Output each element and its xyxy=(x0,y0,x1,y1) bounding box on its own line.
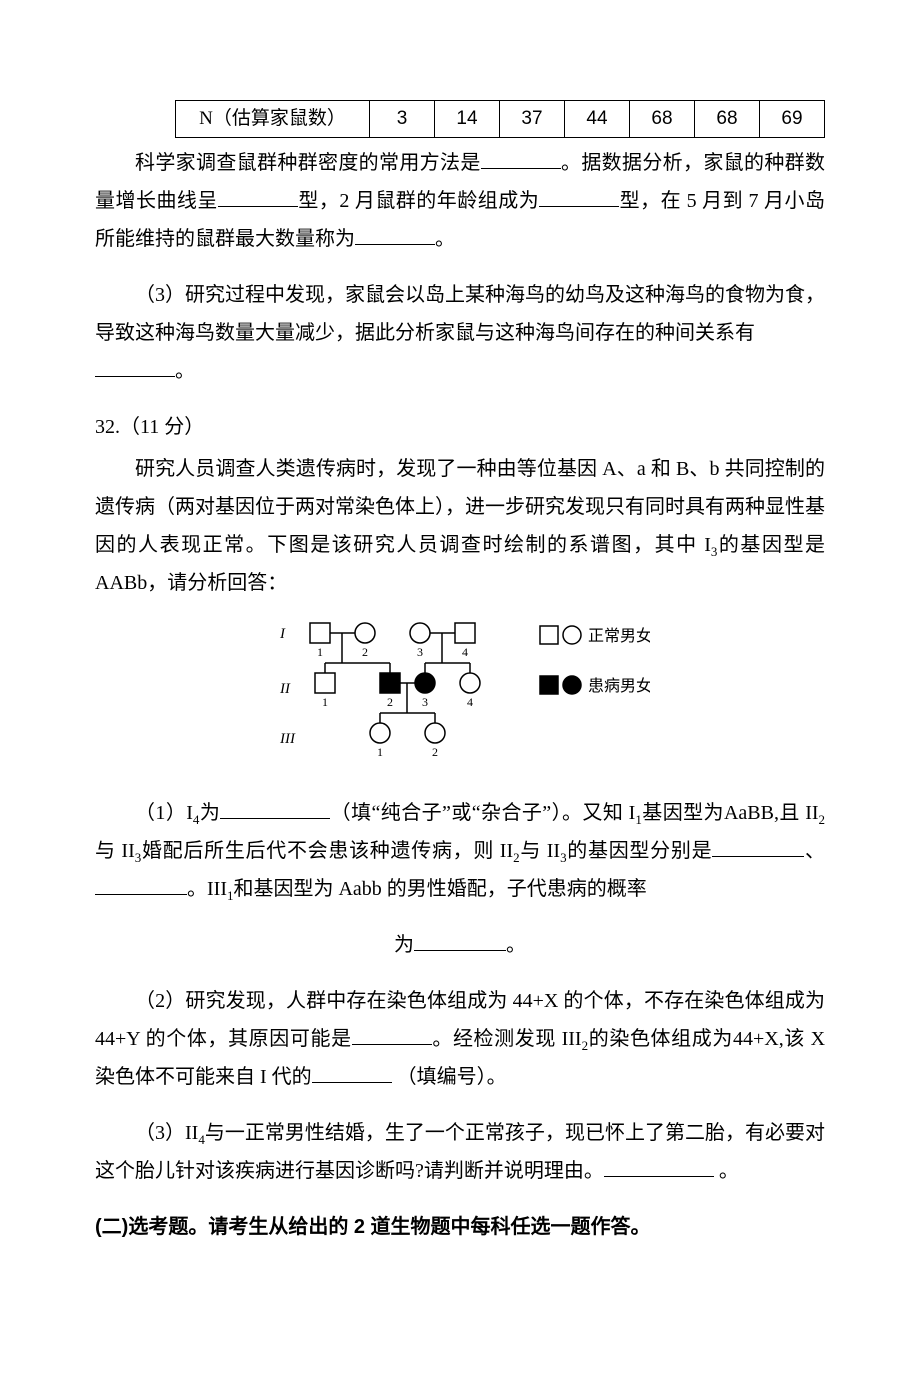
table-cell: 37 xyxy=(500,101,565,138)
blank xyxy=(539,188,619,207)
section-2-heading: (二)选考题。请考生从给出的 2 道生物题中每科任选一题作答。 xyxy=(95,1208,825,1246)
data-table: N（估算家鼠数） 3 14 37 44 68 68 69 xyxy=(175,100,825,138)
text: （3）II xyxy=(135,1122,198,1144)
subscript: 2 xyxy=(819,812,826,827)
blank xyxy=(414,932,506,951)
q32-q2: （2）研究发现，人群中存在染色体组成为 44+X 的个体，不存在染色体组成为 4… xyxy=(95,982,825,1096)
q31-para-2: 科学家调查鼠群种群密度的常用方法是。据数据分析，家鼠的种群数量增长曲线呈型，2 … xyxy=(95,144,825,258)
svg-text:4: 4 xyxy=(467,695,473,709)
text: 。III xyxy=(187,878,227,900)
text: （1）I xyxy=(135,802,193,824)
q32-intro: 研究人员调查人类遗传病时，发现了一种由等位基因 A、a 和 B、b 共同控制的遗… xyxy=(95,450,825,602)
q32-q1-center: 为。 xyxy=(95,926,825,964)
svg-text:2: 2 xyxy=(362,645,368,659)
text: 。 xyxy=(175,360,195,382)
pedigree-diagram: I II III 1 2 3 4 xyxy=(95,608,825,782)
text: 。经检测发现 III xyxy=(432,1028,582,1050)
text: 与一正常男性结婚，生了一个正常孩子，现已怀上了第二胎，有必要对这个胎儿针对该疾病… xyxy=(95,1122,825,1182)
gen-label-3: III xyxy=(279,731,296,747)
text: 与 II xyxy=(95,840,135,862)
text: （3）研究过程中发现，家鼠会以岛上某种海鸟的幼鸟及这种海鸟的食物为食，导致这种海… xyxy=(95,284,825,344)
legend-affected: 患病男女 xyxy=(588,676,650,695)
text: 、 xyxy=(804,840,825,862)
text: 和基因型为 Aabb 的男性婚配，子代患病的概率 xyxy=(233,878,646,900)
q32-q3: （3）II4与一正常男性结婚，生了一个正常孩子，现已怀上了第二胎，有必要对这个胎… xyxy=(95,1114,825,1190)
text: 。 xyxy=(719,1160,739,1182)
blank xyxy=(712,838,804,857)
svg-text:2: 2 xyxy=(432,745,438,759)
svg-text:4: 4 xyxy=(462,645,468,659)
svg-text:1: 1 xyxy=(322,695,328,709)
table-cell: 3 xyxy=(370,101,435,138)
svg-text:3: 3 xyxy=(417,645,423,659)
svg-text:1: 1 xyxy=(377,745,383,759)
text: 基因型为AaBB,且 II xyxy=(642,802,819,824)
svg-text:1: 1 xyxy=(317,645,323,659)
text: （填编号）。 xyxy=(397,1066,507,1088)
blank xyxy=(352,1026,432,1045)
blank xyxy=(220,800,330,819)
blank xyxy=(95,876,187,895)
gen-label-2: II xyxy=(279,681,291,697)
text: 为 xyxy=(394,934,414,956)
svg-text:3: 3 xyxy=(422,695,428,709)
legend-normal: 正常男女 xyxy=(588,626,650,645)
blank xyxy=(95,358,175,377)
table-row: N（估算家鼠数） 3 14 37 44 68 68 69 xyxy=(176,101,825,138)
blank xyxy=(312,1064,392,1083)
text: 型，2 月鼠群的年龄组成为 xyxy=(298,190,539,212)
q32-q1: （1）I4为（填“纯合子”或“杂合子”）。又知 I1基因型为AaBB,且 II2… xyxy=(95,794,825,908)
gen-label-1: I xyxy=(279,626,286,642)
blank xyxy=(481,150,561,169)
svg-text:2: 2 xyxy=(387,695,393,709)
text: 科学家调查鼠群种群密度的常用方法是 xyxy=(135,152,481,174)
table-cell: 68 xyxy=(695,101,760,138)
table-cell-label: N（估算家鼠数） xyxy=(176,101,370,138)
text: 研究人员调查人类遗传病时，发现了一种由等位基因 A、a 和 B、b 共同控制的遗… xyxy=(95,458,825,556)
table-cell: 69 xyxy=(760,101,825,138)
text: （填“纯合子”或“杂合子”）。又知 I xyxy=(330,802,635,824)
table-cell: 68 xyxy=(630,101,695,138)
text: 婚配后所生后代不会患该种遗传病，则 II xyxy=(141,840,513,862)
text: 为 xyxy=(199,802,220,824)
table-cell: 44 xyxy=(565,101,630,138)
text: 。 xyxy=(506,934,526,956)
blank xyxy=(218,188,298,207)
table-cell: 14 xyxy=(435,101,500,138)
blank xyxy=(604,1158,714,1177)
blank xyxy=(355,226,435,245)
text: 的基因型分别是 xyxy=(567,840,713,862)
text: 。 xyxy=(435,228,455,250)
text: 与 II xyxy=(520,840,560,862)
q31-para-3: （3）研究过程中发现，家鼠会以岛上某种海鸟的幼鸟及这种海鸟的食物为食，导致这种海… xyxy=(95,276,825,390)
q32-heading: 32.（11 分） xyxy=(95,408,825,446)
